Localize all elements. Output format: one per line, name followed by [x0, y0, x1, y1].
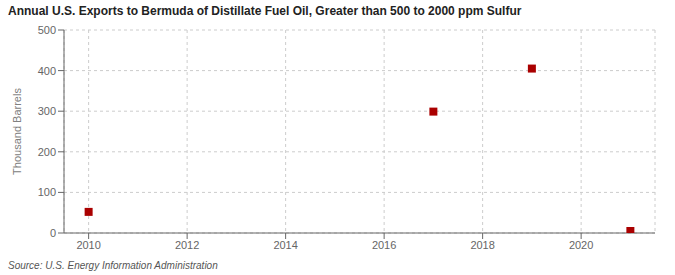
svg-text:2018: 2018: [470, 239, 494, 251]
svg-text:0: 0: [50, 227, 56, 239]
svg-text:400: 400: [38, 65, 56, 77]
svg-text:2016: 2016: [372, 239, 396, 251]
html-text:Annual U.S. Exports to Bermuda: Annual U.S. Exports to Bermuda of Distil…: [8, 4, 522, 18]
svg-text:2014: 2014: [273, 239, 297, 251]
svg-text:2012: 2012: [175, 239, 199, 251]
svg-text:Thousand Barrels: Thousand Barrels: [11, 88, 23, 175]
svg-text:200: 200: [38, 146, 56, 158]
svg-text:2010: 2010: [76, 239, 100, 251]
svg-text:2020: 2020: [569, 239, 593, 251]
svg-text:300: 300: [38, 105, 56, 117]
svg-text:500: 500: [38, 24, 56, 36]
html-text:Source: U.S. Energy Informatio: Source: U.S. Energy Information Administ…: [8, 260, 218, 271]
svg-text:100: 100: [38, 186, 56, 198]
